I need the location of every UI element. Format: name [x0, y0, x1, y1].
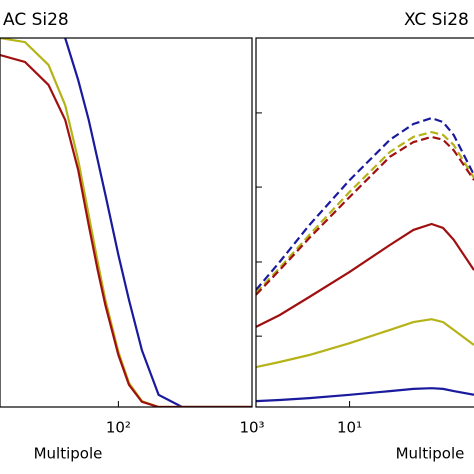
series-line	[256, 222, 474, 328]
series-line	[256, 135, 474, 296]
x-tick-label: 10¹	[337, 419, 362, 437]
series-line	[256, 130, 474, 294]
x-tick-label: 10³	[239, 419, 264, 437]
plot-frame	[0, 37, 253, 408]
x-axis-label: Multipole	[396, 445, 465, 463]
series-line	[0, 53, 252, 407]
series-line	[0, 38, 252, 407]
panel-title: AC Si28	[3, 10, 69, 30]
series-line	[256, 318, 474, 369]
plot-frame	[255, 37, 474, 408]
x-tick-label: 10²	[106, 419, 131, 437]
series-line	[64, 38, 252, 407]
panel-title: XC Si28	[404, 10, 469, 30]
x-axis-label: Multipole	[34, 445, 103, 463]
series-line	[256, 116, 474, 291]
series-line	[256, 387, 474, 403]
